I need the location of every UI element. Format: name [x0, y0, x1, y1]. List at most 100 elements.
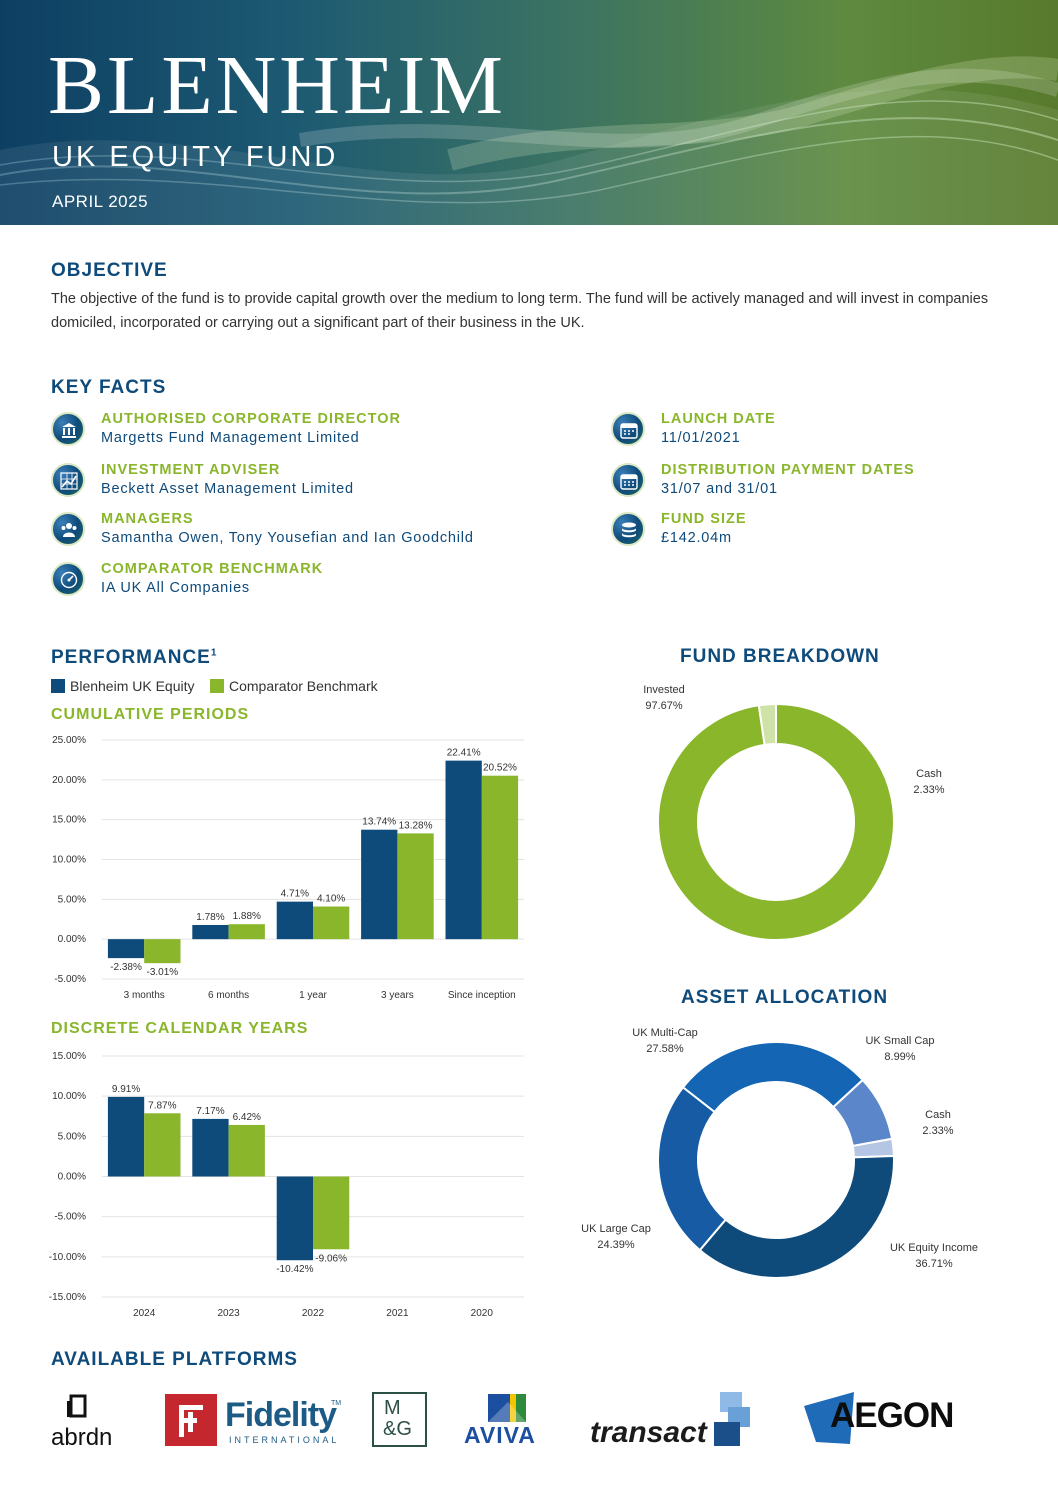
fund-bar [192, 1118, 229, 1177]
y-tick-label: 0.00% [58, 1172, 86, 1183]
y-tick-label: 10.00% [52, 1091, 86, 1102]
aviva-mark-icon [488, 1394, 526, 1422]
x-tick-label: Since inception [448, 990, 516, 1001]
aviva-logo: AVIVA [462, 1392, 554, 1448]
gauge-icon [51, 562, 85, 596]
data-label: 1.78% [196, 912, 224, 923]
y-tick-label: 5.00% [58, 894, 86, 905]
transact-mark-icon [714, 1392, 750, 1446]
y-tick-label: -10.00% [49, 1252, 86, 1263]
slice-uk-large-cap [657, 1085, 728, 1252]
x-tick-label: 2023 [217, 1308, 240, 1319]
slice-value-label: 8.99% [884, 1051, 915, 1063]
y-tick-label: 5.00% [58, 1131, 86, 1142]
fact-label: COMPARATOR BENCHMARK [101, 561, 324, 577]
fact-launch-date: LAUNCH DATE 11/01/2021 [611, 412, 1011, 452]
slice-value-label: 2.33% [922, 1125, 953, 1137]
benchmark-bar [228, 1124, 265, 1177]
key-facts-heading: KEY FACTS [51, 377, 167, 398]
aegon-logo: AEGON [804, 1392, 954, 1444]
data-label: -2.38% [110, 962, 142, 973]
fact-benchmark: COMPARATOR BENCHMARK IA UK All Companies [51, 562, 531, 602]
transact-logo: transact [588, 1392, 768, 1452]
slice-uk-equity-income [698, 1154, 895, 1279]
y-tick-label: -15.00% [49, 1292, 86, 1303]
x-tick-label: 6 months [208, 990, 249, 1001]
header-banner: BLENHEIM UK EQUITY FUND APRIL 2025 [0, 0, 1058, 225]
mandg-m: M [384, 1397, 401, 1419]
data-label: 4.71% [281, 889, 309, 900]
discrete-chart: 15.00% 10.00% 5.00% 0.00% -5.00% -10.00% -15.0… [40, 1044, 540, 1324]
data-label: 7.87% [148, 1100, 176, 1111]
asset-allocation-chart: UK Multi-Cap 27.58% UK Small Cap 8.99% Cash 2… [560, 1016, 1020, 1288]
performance-heading: PERFORMANCE1 [51, 648, 217, 667]
fund-bar [192, 924, 229, 940]
fact-distribution-dates: DISTRIBUTION PAYMENT DATES 31/07 and 31/… [611, 463, 1011, 503]
fidelity-trademark: TM [331, 1400, 342, 1407]
fidelity-mark-icon [165, 1394, 217, 1446]
data-label: 13.28% [399, 820, 433, 831]
discrete-chart-svg: 15.00% 10.00% 5.00% 0.00% -5.00% -10.00% -15.0… [49, 1051, 524, 1319]
wave-background [0, 56, 1058, 225]
benchmark-bar [144, 939, 181, 964]
fact-value: IA UK All Companies [101, 580, 250, 596]
fact-label: FUND SIZE [661, 511, 747, 527]
fact-adviser: INVESTMENT ADVISER Beckett Asset Managem… [51, 463, 531, 503]
fact-value: Margetts Fund Management Limited [101, 430, 360, 446]
fact-acd: AUTHORISED CORPORATE DIRECTOR Margetts F… [51, 412, 531, 452]
slice-name-label: Cash [925, 1109, 951, 1121]
fidelity-wordmark: Fidelity [225, 1396, 337, 1434]
legend-swatch-benchmark [210, 679, 224, 693]
x-tick-label: 2022 [302, 1308, 325, 1319]
fact-label: AUTHORISED CORPORATE DIRECTOR [101, 411, 401, 427]
benchmark-bar [228, 924, 265, 940]
x-tick-label: 3 months [124, 990, 165, 1001]
bank-icon [51, 412, 85, 446]
fact-label: INVESTMENT ADVISER [101, 462, 281, 478]
y-tick-label: -5.00% [54, 1212, 86, 1223]
slice-name-label: UK Small Cap [865, 1035, 934, 1047]
legend-swatch-fund [51, 679, 65, 693]
y-tick-label: 0.00% [58, 934, 86, 945]
benchmark-bar [481, 775, 519, 940]
fund-breakdown-chart: Invested 97.67% Cash 2.33% [570, 672, 1010, 952]
fund-subtitle: UK EQUITY FUND [52, 141, 339, 173]
slice-name-label: Invested [643, 684, 685, 696]
slice-cash [757, 702, 777, 746]
fund-breakdown-heading: FUND BREAKDOWN [680, 646, 880, 667]
report-date: APRIL 2025 [52, 192, 149, 211]
data-label: 4.10% [317, 894, 345, 905]
y-tick-label: -5.00% [54, 974, 86, 985]
slice-name-label: Cash [916, 768, 942, 780]
abrdn-logo: abrdn [50, 1394, 120, 1450]
benchmark-bar [313, 1176, 350, 1250]
mandg-logo: M &G [372, 1392, 427, 1447]
x-tick-label: 3 years [381, 990, 414, 1001]
aegon-wordmark: AEGON [830, 1396, 954, 1435]
objective-text: The objective of the fund is to provide … [51, 291, 989, 331]
slice-value-label: 2.33% [913, 784, 944, 796]
data-label: 9.91% [112, 1084, 140, 1095]
fund-breakdown-svg: Invested 97.67% Cash 2.33% [643, 684, 945, 941]
slice-value-label: 27.58% [646, 1043, 684, 1055]
slice-uk-multi-cap [681, 1041, 865, 1114]
fact-fund-size: FUND SIZE £142.04m [611, 512, 1011, 552]
fidelity-international: INTERNATIONAL [229, 1435, 340, 1445]
performance-heading-text: PERFORMANCE [51, 647, 211, 668]
fact-value: 31/07 and 31/01 [661, 481, 778, 497]
data-label: -3.01% [147, 967, 179, 978]
fact-value: Samantha Owen, Tony Yousefian and Ian Go… [101, 530, 474, 546]
slice-name-label: UK Multi-Cap [632, 1027, 697, 1039]
y-tick-label: 25.00% [52, 735, 86, 746]
aviva-wordmark: AVIVA [464, 1422, 536, 1448]
data-label: 1.88% [233, 911, 261, 922]
fund-bar [445, 760, 482, 940]
coins-icon [611, 512, 645, 546]
fund-bar [276, 1176, 313, 1261]
y-tick-label: 15.00% [52, 1051, 86, 1062]
abrdn-wordmark: abrdn [51, 1424, 113, 1451]
abrdn-mark-icon [67, 1394, 87, 1418]
slice-name-label: UK Large Cap [581, 1223, 651, 1235]
people-icon [51, 512, 85, 546]
aegon-mark-icon [804, 1392, 854, 1444]
